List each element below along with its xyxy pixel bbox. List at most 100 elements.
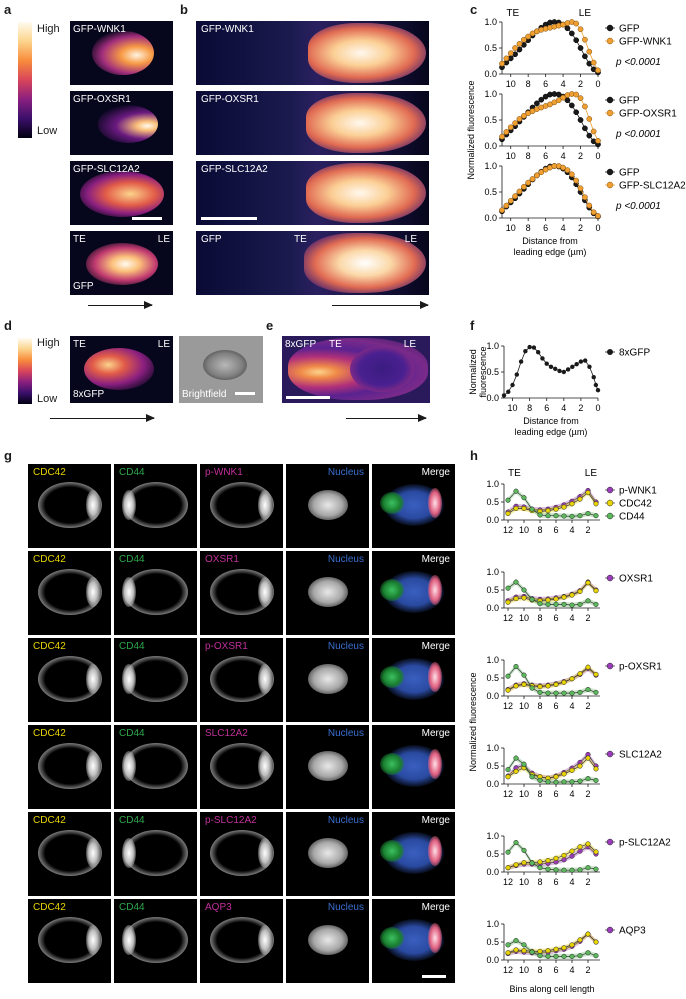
data-point — [540, 356, 545, 361]
series-line — [503, 346, 599, 396]
legend-label: GFP-WNK1 — [619, 37, 672, 48]
micrograph-nucleus: Nucleus — [286, 899, 369, 983]
x-tick-label: 12 — [503, 701, 513, 711]
data-point — [518, 359, 524, 364]
panel-label-b: b — [180, 2, 188, 17]
channel-label: OXSR1 — [205, 554, 239, 565]
le-annotation: LE — [585, 468, 598, 479]
bright-edge — [86, 751, 100, 781]
x-tick-label: 2 — [585, 965, 590, 975]
data-point-CDC42 — [569, 676, 575, 682]
x-tick-label: 6 — [553, 965, 558, 975]
y-tick-label: 0.5 — [486, 673, 499, 683]
image-label: GFP-WNK1 — [201, 24, 254, 35]
data-point-GFP-WNK1 — [525, 33, 532, 40]
panel-label-d: d — [4, 318, 12, 333]
channel-label: CDC42 — [33, 467, 66, 478]
channel-label: CDC42 — [33, 815, 66, 826]
cell-shape — [308, 577, 348, 607]
micrograph-cdc42: CDC42 — [28, 551, 111, 635]
le-label: LE — [157, 234, 170, 245]
data-point-CDC42 — [593, 939, 599, 945]
data-point-CDC42 — [569, 592, 575, 598]
p-value: p <0.0001 — [615, 201, 661, 212]
legend-label: CD44 — [619, 512, 645, 523]
data-point — [523, 349, 528, 354]
data-point-CD44 — [521, 761, 527, 767]
data-point — [535, 350, 541, 355]
image-label: GFP-SLC12A2 — [201, 164, 268, 175]
legend-marker — [606, 499, 614, 507]
data-point-CDC42 — [577, 937, 583, 943]
micrograph-nucleus: Nucleus — [286, 725, 369, 809]
direction-arrow — [332, 301, 429, 309]
x-tick-label: 6 — [543, 79, 548, 89]
channel-label: Merge — [421, 728, 450, 739]
te-label: TE — [73, 339, 86, 350]
bright-edge — [86, 490, 100, 520]
data-point — [565, 367, 571, 372]
micrograph-merge: Merge — [372, 725, 455, 809]
data-point-CD44 — [561, 867, 567, 873]
x-tick-label: 12 — [503, 613, 513, 623]
error-band-CDC42 — [508, 664, 596, 693]
legend-marker — [606, 750, 614, 758]
bright-edge — [122, 490, 136, 520]
scale-bar — [235, 392, 255, 395]
y-tick-label: 1.0 — [486, 655, 499, 665]
micrograph-p-oxsr1: p-OXSR1 — [200, 638, 283, 722]
panel-label-a: a — [4, 2, 12, 17]
x-tick-label: 10 — [506, 151, 516, 161]
data-point-CDC42 — [521, 595, 527, 601]
y-tick-label: 1.0 — [486, 567, 499, 577]
te-label: TE — [294, 234, 307, 245]
data-point-CD44 — [593, 601, 599, 607]
data-point-GFP-OXSR1 — [560, 94, 566, 101]
channel-label: Nucleus — [327, 728, 364, 739]
data-point-CD44 — [537, 601, 543, 607]
y-tick-label: 0.5 — [486, 937, 499, 947]
te-label: TE — [73, 234, 86, 245]
channel-label: Nucleus — [327, 554, 364, 565]
y-tick-label: 1.0 — [486, 919, 499, 929]
data-point — [561, 369, 567, 375]
series-line-GFP — [501, 165, 599, 217]
data-point-CDC42 — [569, 767, 575, 773]
micrograph-cd44: CD44 — [114, 464, 197, 548]
data-point — [544, 361, 549, 366]
x-tick-label: 2 — [585, 701, 590, 711]
y-tick-label: 0.5 — [484, 187, 497, 197]
data-point-GFP-WNK1 — [577, 26, 584, 33]
data-point — [595, 388, 601, 393]
brightfield-image: Brightfield — [179, 336, 263, 403]
micrograph-merge: Merge — [372, 551, 455, 635]
legend-marker — [606, 838, 614, 846]
data-point-GFP-SLC12A2 — [529, 176, 536, 182]
data-point-CD44 — [561, 690, 567, 696]
bright-edge — [122, 751, 136, 781]
data-point-CDC42 — [513, 683, 519, 689]
data-point-CD44 — [505, 849, 511, 855]
data-point — [587, 364, 592, 369]
data-point-GFP — [568, 102, 575, 109]
channel-label: CD44 — [119, 728, 145, 739]
data-point-CDC42 — [545, 508, 551, 514]
data-point-CD44 — [577, 513, 583, 519]
data-point — [510, 382, 515, 388]
data-point-CDC42 — [505, 950, 511, 956]
cd44-signal — [380, 492, 404, 514]
bright-edge — [122, 925, 136, 955]
data-point-CD44 — [537, 512, 543, 518]
data-point-CD44 — [553, 953, 559, 959]
data-point-CD44 — [505, 767, 511, 773]
y-axis-label: fluorescence — [478, 346, 488, 397]
image-label: GFP-SLC12A2 — [73, 164, 140, 175]
y-axis-label: Normalized fluorescence — [468, 672, 478, 771]
data-point-CDC42 — [521, 948, 527, 954]
x-axis-label: leading edge (µm) — [514, 247, 587, 257]
x-tick-label: 6 — [553, 877, 558, 887]
x-tick-label: 2 — [585, 789, 590, 799]
data-point-CD44 — [585, 865, 591, 871]
micrograph-cdc42: CDC42 — [28, 899, 111, 983]
data-point-GFP — [577, 117, 584, 123]
